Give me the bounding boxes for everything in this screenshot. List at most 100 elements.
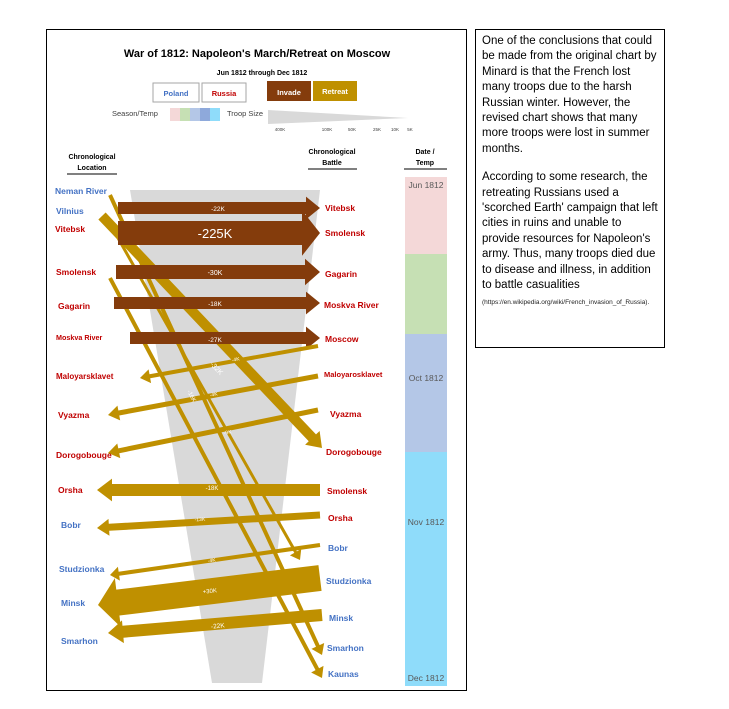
flow-label: -30K [208, 270, 223, 277]
right-battle-label: Moskva River [324, 300, 379, 310]
header-date-line1: Date / [415, 149, 434, 156]
note-paragraph-1: One of the conclusions that could be mad… [482, 35, 657, 155]
flow-label: -13K [195, 517, 207, 524]
left-location-label: Vilnius [56, 206, 84, 216]
date-label: Dec 1812 [408, 673, 445, 683]
legend-season-swatch [180, 108, 190, 121]
flow-arrow-invade [130, 326, 320, 350]
date-band-1 [405, 254, 447, 334]
flow-arrow-retreat [98, 565, 322, 628]
legend-troop-tick: 50K [348, 127, 356, 132]
date-label: Nov 1812 [408, 517, 445, 527]
left-location-label: Smarhon [61, 636, 98, 646]
flow-label: -4K [208, 557, 217, 564]
right-battle-label: Moscow [325, 334, 359, 344]
right-battle-label: Studzionka [326, 576, 372, 586]
flow-label: -18K [206, 486, 219, 492]
right-battle-label: Smolensk [325, 228, 365, 238]
flow-arrow-retreat [140, 344, 319, 384]
right-battle-label: Smolensk [327, 486, 367, 496]
legend-troop-tick: 25K [373, 127, 381, 132]
left-location-label: Gagarin [58, 301, 90, 311]
left-location-label: Maloyarsklavet [56, 372, 114, 381]
right-battle-label: Gagarin [325, 269, 357, 279]
flow-arrow-invade [118, 210, 320, 256]
right-battle-label: Vitebsk [325, 203, 355, 213]
legend-invade-box [267, 81, 311, 101]
flow-arrow-retreat [108, 609, 323, 644]
legend-retreat-box [313, 81, 357, 101]
flow-label: -4K [231, 356, 240, 363]
header-date-line2: Temp [416, 160, 434, 167]
right-battle-label: Smarhon [327, 643, 364, 653]
date-label: Oct 1812 [409, 373, 444, 383]
flow-arrow-retreat [97, 511, 321, 536]
left-location-label: Orsha [58, 485, 83, 495]
legend-russia: Russia [212, 89, 237, 98]
flow-label: +30K [203, 588, 218, 595]
legend-troop-tick: 100K [322, 127, 333, 132]
left-location-label: Bobr [61, 520, 82, 530]
legend-troop-tick: 10K [391, 127, 399, 132]
right-battle-label: Maloyarosklavet [324, 370, 383, 379]
flow-arrow-retreat [108, 194, 325, 655]
legend-poland-box [152, 82, 200, 103]
legend-troop-tick: 5K [407, 127, 413, 132]
right-battle-label: Bobr [328, 543, 349, 553]
date-band-3 [405, 452, 447, 686]
left-location-label: Studzionka [59, 564, 105, 574]
right-battle-label: Minsk [329, 613, 353, 623]
note-box: One of the conclusions that could be mad… [475, 29, 665, 348]
legend-season-swatch [200, 108, 210, 121]
legend-troop-tick: 400K [275, 127, 286, 132]
flow-label: -4K [209, 391, 218, 398]
flow-label: -27K [208, 337, 222, 344]
flow-arrow-retreat [110, 543, 321, 581]
note-source: (https://en.wikipedia.org/wiki/French_in… [482, 298, 650, 306]
flow-arrow-retreat [108, 407, 319, 459]
legend-season-swatch [190, 108, 200, 121]
note-paragraph-2: According to some research, the retreati… [482, 171, 658, 292]
legend-season-swatch [210, 108, 220, 121]
legend-troop-wedge [268, 110, 408, 124]
left-location-label: Vyazma [58, 410, 90, 420]
flow-arrow-invade [118, 196, 320, 220]
legend-troop-label: Troop Size [227, 109, 263, 118]
header-right-line1: Chronological [308, 149, 355, 156]
left-location-label: Dorogobouge [56, 450, 112, 460]
left-location-label: Vitebsk [55, 224, 85, 234]
legend-season-label: Season/Temp [112, 109, 158, 118]
flow-label: -225K [198, 226, 233, 241]
flow-arrow-invade [116, 258, 320, 286]
flow-arrow-retreat [108, 373, 319, 421]
flow-label: -16K [185, 390, 196, 404]
left-location-label: Moskva River [56, 333, 103, 342]
flow-label: -18K [208, 301, 222, 308]
header-left-line2: Location [77, 165, 106, 172]
right-battle-label: Vyazma [330, 409, 362, 419]
legend-russia-box [201, 82, 247, 103]
date-label: Jun 1812 [409, 180, 444, 190]
left-location-label: Smolensk [56, 267, 96, 277]
left-location-label: Minsk [61, 598, 85, 608]
flow-arrow-invade [114, 291, 320, 315]
header-right-line2: Battle [322, 160, 342, 167]
chart-title: War of 1812: Napoleon's March/Retreat on… [124, 48, 391, 60]
right-battle-label: Dorogobouge [326, 447, 382, 457]
right-battle-label: Kaunas [328, 669, 359, 679]
legend-poland: Poland [163, 89, 188, 98]
date-band-0 [405, 177, 447, 254]
chart-subtitle: Jun 1812 through Dec 1812 [217, 70, 308, 77]
flow-label: -9K [223, 429, 232, 436]
flow-arrow-retreat [97, 478, 320, 502]
flow-label: -22K [211, 206, 225, 213]
legend-season-swatch [170, 108, 180, 121]
legend-invade: Invade [277, 88, 301, 97]
right-battle-label: Orsha [328, 513, 353, 523]
date-band-2 [405, 334, 447, 452]
legend-retreat: Retreat [322, 87, 348, 96]
header-left-line1: Chronological [68, 154, 115, 161]
troop-size-funnel [130, 190, 320, 683]
flow-label: -22K [211, 622, 226, 630]
